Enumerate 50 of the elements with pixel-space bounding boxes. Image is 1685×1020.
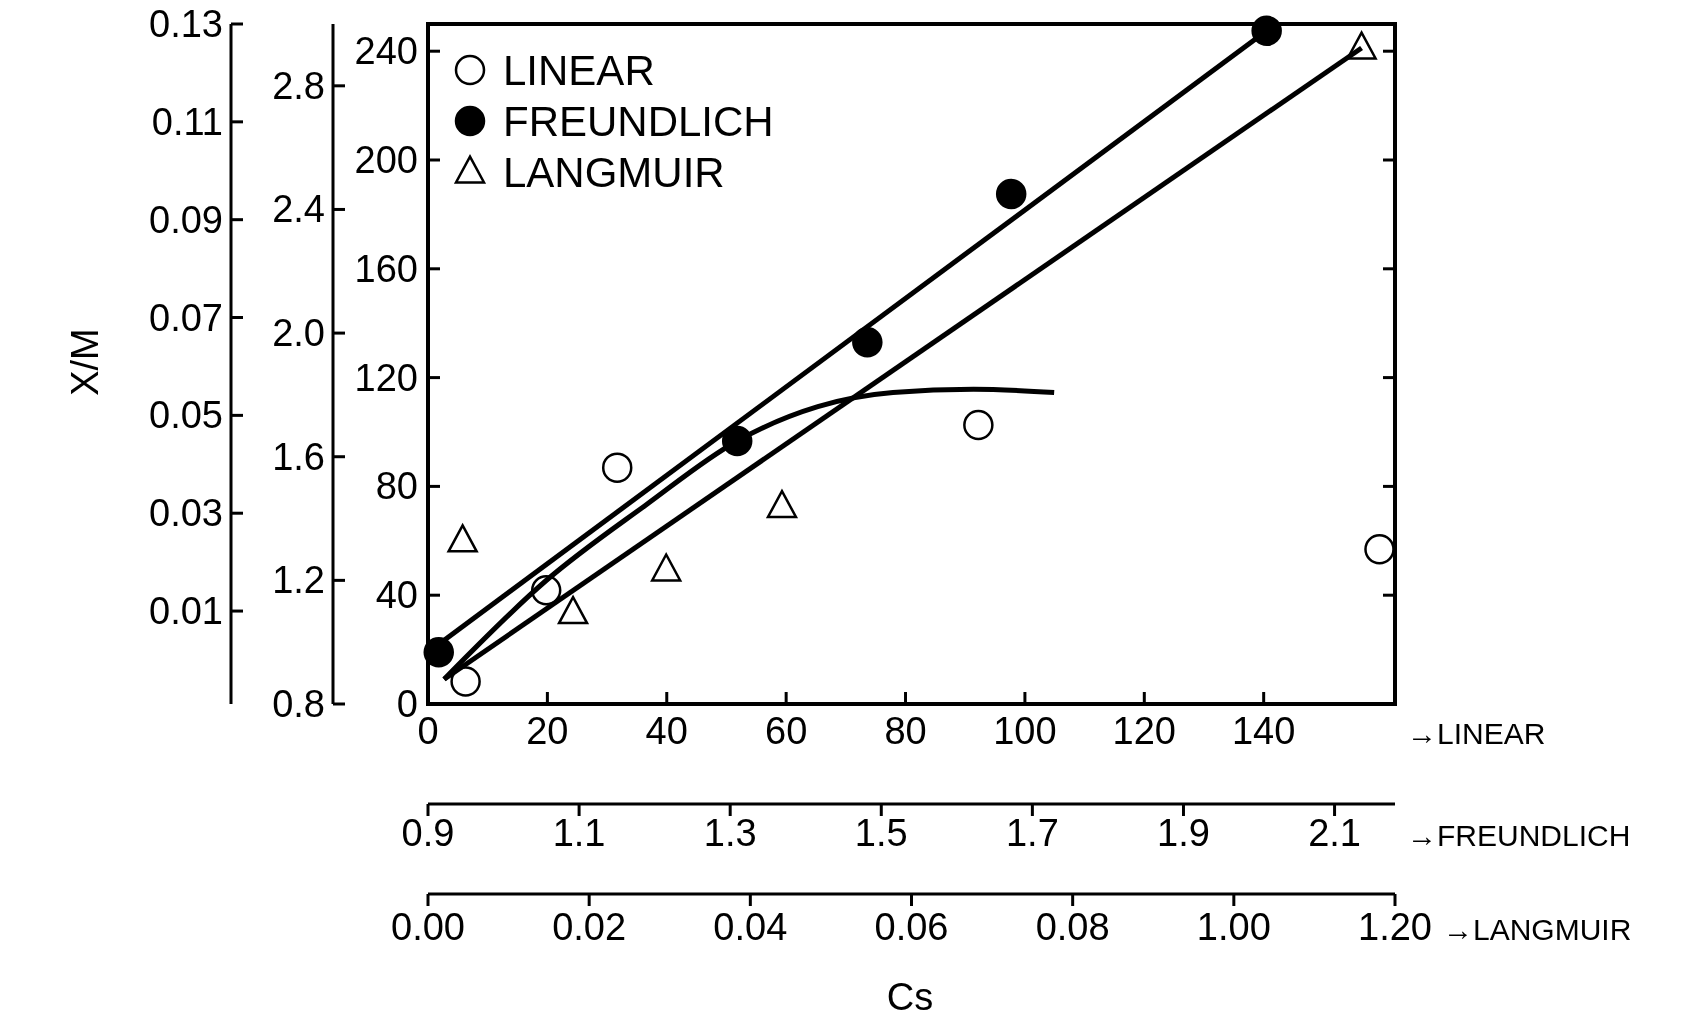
y-tick-label: 0.13 bbox=[149, 3, 223, 45]
x-tick-label: 0 bbox=[417, 710, 439, 752]
y2-tick-label: 0.8 bbox=[272, 683, 325, 725]
legend-label: LINEAR bbox=[503, 47, 655, 94]
y-tick-label: 0.05 bbox=[149, 394, 223, 437]
y3-tick-label: 0 bbox=[396, 683, 418, 725]
text: 1.20 bbox=[1358, 906, 1432, 948]
y2-tick-label: 1.6 bbox=[272, 435, 325, 478]
x-tick-label: 100 bbox=[993, 710, 1057, 752]
text: →LINEAR bbox=[1407, 717, 1546, 750]
y-axis-title: X/M bbox=[64, 328, 106, 396]
x2-tick-label: 1.5 bbox=[854, 812, 908, 854]
x-tick-label: 40 bbox=[645, 710, 688, 752]
text: 0.08 bbox=[1035, 906, 1110, 948]
y2-tick-label: 2.8 bbox=[272, 64, 325, 107]
text: 1.00 bbox=[1196, 906, 1271, 948]
x2-tick-label: 2.1 bbox=[1308, 812, 1361, 854]
y3-tick-label: 240 bbox=[354, 30, 418, 73]
x-tick-label: 80 bbox=[884, 710, 927, 752]
text: →LANGMUIR bbox=[1443, 913, 1632, 946]
x2-tick-label: 1.7 bbox=[1005, 812, 1059, 854]
y-tick-label: 0.03 bbox=[149, 492, 223, 535]
y-tick-label: 0.07 bbox=[149, 296, 223, 339]
x-axis-title: Cs bbox=[886, 976, 934, 1018]
y-tick-label: 0.11 bbox=[151, 100, 223, 143]
x2-tick-label: 1.1 bbox=[552, 812, 606, 854]
x-tick-label: 20 bbox=[526, 710, 569, 752]
x-tick-label: 120 bbox=[1112, 710, 1176, 752]
x-tick-label: 140 bbox=[1231, 710, 1296, 752]
text: 0.00 bbox=[391, 906, 465, 948]
x2-tick-label: 1.9 bbox=[1157, 812, 1210, 854]
x2-tick-label: 1.3 bbox=[703, 812, 757, 854]
y2-tick-label: 2.4 bbox=[272, 188, 325, 231]
x2-tick-label: 0.9 bbox=[401, 812, 455, 854]
x-tick-label: 60 bbox=[765, 710, 808, 752]
y2-tick-label: 1.2 bbox=[272, 559, 325, 602]
y3-tick-label: 120 bbox=[354, 356, 418, 399]
y3-tick-label: 40 bbox=[375, 574, 418, 617]
y-tick-label: 0.01 bbox=[149, 590, 223, 633]
y-tick-label: 0.09 bbox=[149, 198, 223, 241]
text: 0.02 bbox=[552, 906, 627, 948]
legend-label: FREUNDLICH bbox=[503, 98, 774, 145]
text: 0.04 bbox=[713, 906, 788, 948]
y2-tick-label: 2.0 bbox=[272, 312, 325, 355]
text: →FREUNDLICH bbox=[1407, 819, 1631, 852]
y3-tick-label: 160 bbox=[354, 247, 418, 290]
legend-label: LANGMUIR bbox=[503, 149, 725, 196]
y3-tick-label: 80 bbox=[375, 465, 418, 508]
y3-tick-label: 200 bbox=[354, 139, 418, 181]
text: 0.06 bbox=[874, 906, 949, 948]
